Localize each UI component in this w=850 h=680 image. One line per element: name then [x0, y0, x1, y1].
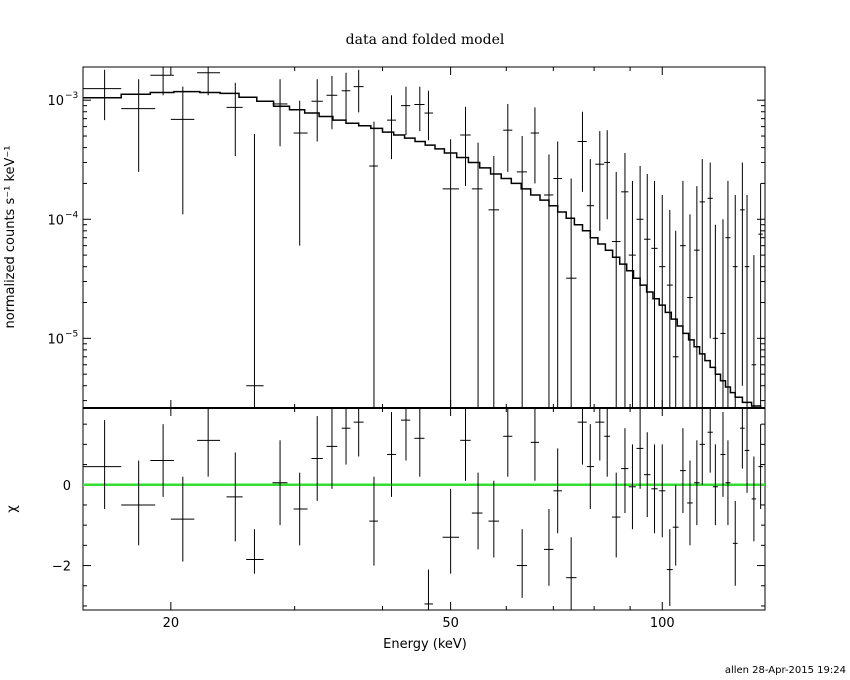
y-tick-label-bottom: 0 — [63, 479, 71, 494]
y-tick-label-top-exponent: −3 — [65, 91, 78, 101]
x-tick-label: 100 — [650, 616, 675, 631]
residual-panel: 20 50 100 0 −2 — [52, 407, 766, 631]
residual-data-group — [83, 408, 765, 610]
top-y-axis-label: normalized counts s⁻¹ keV⁻¹ — [3, 146, 18, 329]
x-axis-label: Energy (keV) — [383, 637, 467, 652]
bottom-panel-frame — [82, 407, 766, 611]
y-tick-label-bottom: −2 — [52, 560, 71, 575]
folded-model-line — [83, 90, 765, 408]
spectrum-panel: 10−310−410−5 — [47, 66, 766, 409]
spectrum-data-group — [83, 67, 765, 408]
top-y-axis-label-text: normalized counts s⁻¹ keV⁻¹ — [3, 146, 18, 329]
x-tick-label: 50 — [442, 616, 459, 631]
y-tick-label-top: 10 — [47, 332, 64, 347]
x-tick-label: 20 — [163, 616, 180, 631]
chart-title: data and folded model — [346, 32, 505, 48]
y-tick-label-top: 10 — [47, 94, 64, 109]
y-tick-label-top-exponent: −4 — [65, 210, 79, 220]
y-tick-label-top-exponent: −5 — [65, 329, 78, 339]
y-tick-label-top: 10 — [47, 213, 64, 228]
bottom-y-axis-label: χ — [5, 505, 20, 513]
footer-stamp: allen 28-Apr-2015 19:24 — [725, 665, 846, 676]
bottom-y-axis-label-text: χ — [5, 505, 20, 513]
